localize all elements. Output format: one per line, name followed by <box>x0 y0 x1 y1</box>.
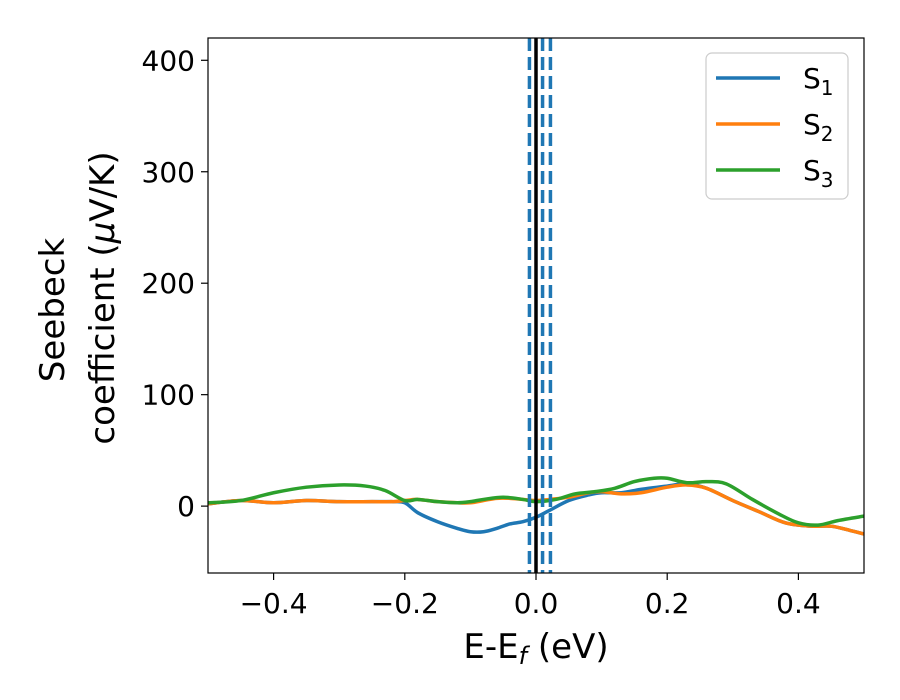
lines-layer <box>208 38 864 573</box>
y-axis-label-line2: coefficient (μV/K) <box>83 151 123 444</box>
y-tick-label: 100 <box>142 379 195 412</box>
legend: S1 S2 S3 <box>705 52 849 200</box>
x-tick-label: 0.2 <box>645 587 690 620</box>
legend-box <box>705 52 849 200</box>
legend-label-s1: S1 <box>803 62 834 100</box>
y-tick-label: 200 <box>142 267 195 300</box>
legend-label-s3: S3 <box>803 154 834 192</box>
y-tick-label: 400 <box>142 44 195 77</box>
y-tick-label: 0 <box>177 490 195 523</box>
ticks-layer: −0.4 −0.2 0.0 0.2 0.4 0 100 200 300 400 <box>142 44 821 620</box>
y-tick-label: 300 <box>142 156 195 189</box>
x-tick-label: −0.4 <box>240 587 308 620</box>
x-axis-label: E-Ef (eV) <box>463 627 608 670</box>
legend-label-s2: S2 <box>803 108 834 146</box>
series-line-s3 <box>208 476 864 527</box>
y-axis-label-line1: Seebeck <box>33 238 73 383</box>
x-tick-label: −0.2 <box>371 587 439 620</box>
x-tick-label: 0.0 <box>514 587 559 620</box>
x-tick-label: 0.4 <box>776 587 821 620</box>
